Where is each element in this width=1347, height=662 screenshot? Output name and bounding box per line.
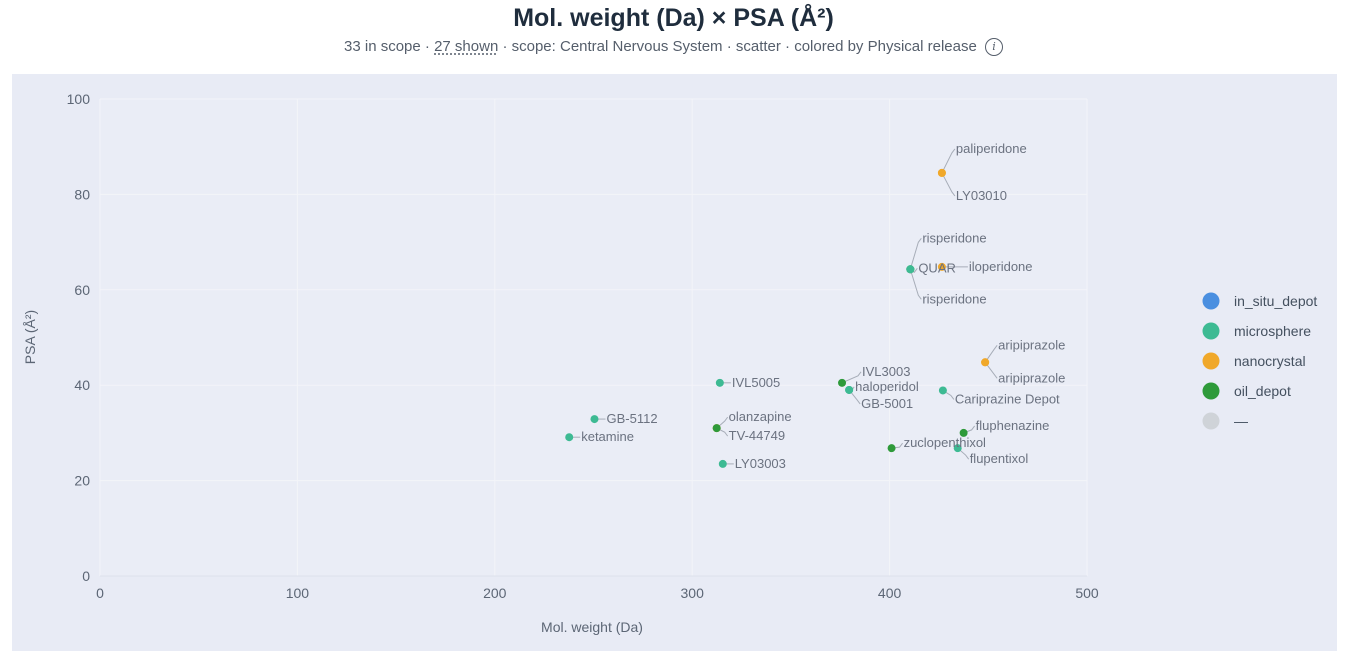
data-point[interactable]	[938, 386, 947, 395]
point-label: LY03010	[956, 188, 1007, 203]
x-tick-label: 500	[1075, 585, 1099, 601]
plot-area	[100, 99, 1087, 576]
x-axis-title: Mol. weight (Da)	[541, 619, 643, 635]
chart-title: Mol. weight (Da) × PSA (Å²)	[513, 4, 834, 32]
legend-label[interactable]: nanocrystal	[1234, 353, 1306, 369]
legend-label[interactable]: in_situ_depot	[1234, 293, 1317, 309]
data-point[interactable]	[715, 378, 724, 387]
point-label: olanzapine	[729, 409, 792, 424]
leader-line	[941, 148, 956, 174]
subtitle-details: · scope: Central Nervous System · scatte…	[498, 38, 977, 55]
y-tick-label: 20	[74, 473, 90, 489]
data-point[interactable]	[590, 415, 599, 424]
leader-line	[841, 371, 862, 384]
point-label: flupentixol	[970, 451, 1029, 466]
point-label: iloperidone	[969, 259, 1033, 274]
info-icon[interactable]: i	[984, 38, 1003, 56]
y-axis-title: PSA (Å²)	[22, 310, 38, 364]
x-tick-label: 0	[96, 585, 104, 601]
y-tick-label: 0	[82, 568, 90, 584]
data-point[interactable]	[953, 444, 962, 453]
x-tick-label: 400	[878, 585, 902, 601]
point-label: GB-5112	[606, 411, 657, 426]
point-label: zuclopenthixol	[904, 435, 986, 450]
legend-label[interactable]: oil_depot	[1234, 383, 1291, 399]
chart-subtitle: 33 in scope · 27 shown · scope: Central …	[0, 38, 1347, 56]
y-tick-label: 80	[74, 186, 90, 202]
data-point[interactable]	[565, 433, 574, 442]
y-tick-label: 40	[74, 377, 90, 393]
point-label: QUAR	[918, 260, 956, 275]
legend-swatch[interactable]	[1202, 322, 1220, 340]
data-point[interactable]	[981, 358, 990, 367]
point-label: LY03003	[735, 456, 786, 471]
legend-swatch[interactable]	[1202, 412, 1220, 430]
leader-line	[909, 269, 922, 300]
point-label: risperidone	[922, 230, 986, 245]
point-label: paliperidone	[956, 141, 1027, 156]
data-point[interactable]	[718, 459, 727, 468]
scatter-chart[interactable]: 0 100 200 300 400 500 0 20 40 60 80 100 Mol. weight …	[12, 74, 1337, 651]
shown-count-link[interactable]: 27 shown	[434, 38, 499, 55]
point-label: haloperidol	[855, 379, 919, 394]
leader-line	[909, 237, 922, 270]
legend-label[interactable]: —	[1234, 413, 1248, 429]
data-point[interactable]	[887, 444, 896, 453]
x-tick-label: 100	[286, 585, 310, 601]
leader-line	[984, 345, 998, 363]
point-label: aripiprazole	[998, 370, 1065, 385]
y-tick-label: 60	[74, 282, 90, 298]
point-label: Cariprazine Depot	[955, 391, 1060, 406]
point-label: TV-44749	[729, 428, 785, 443]
leader-line	[848, 389, 861, 405]
leader-line	[984, 362, 998, 379]
leader-line	[941, 172, 956, 197]
point-label: IVL5005	[732, 375, 780, 390]
legend-swatch[interactable]	[1202, 352, 1220, 370]
legend-label[interactable]: microsphere	[1234, 323, 1311, 339]
chart-panel: 0 100 200 300 400 500 0 20 40 60 80 100 Mol. weight …	[12, 74, 1337, 651]
data-point[interactable]	[712, 424, 721, 433]
data-point[interactable]	[959, 428, 968, 437]
point-label: GB-5001	[861, 396, 913, 411]
point-label: fluphenazine	[976, 418, 1050, 433]
point-label: risperidone	[922, 291, 986, 306]
legend-swatch[interactable]	[1202, 382, 1220, 400]
point-label: ketamine	[581, 429, 634, 444]
legend-swatch[interactable]	[1202, 292, 1220, 310]
point-label: IVL3003	[862, 364, 910, 379]
y-tick-label: 100	[67, 91, 91, 107]
data-point[interactable]	[937, 262, 946, 271]
x-tick-label: 300	[681, 585, 705, 601]
x-tick-label: 200	[483, 585, 507, 601]
subtitle-scope-count: 33 in scope ·	[344, 38, 435, 55]
point-label: aripiprazole	[998, 337, 1065, 352]
data-point[interactable]	[906, 265, 915, 274]
data-point[interactable]	[838, 378, 847, 387]
data-point[interactable]	[937, 168, 946, 177]
data-point[interactable]	[845, 385, 854, 394]
